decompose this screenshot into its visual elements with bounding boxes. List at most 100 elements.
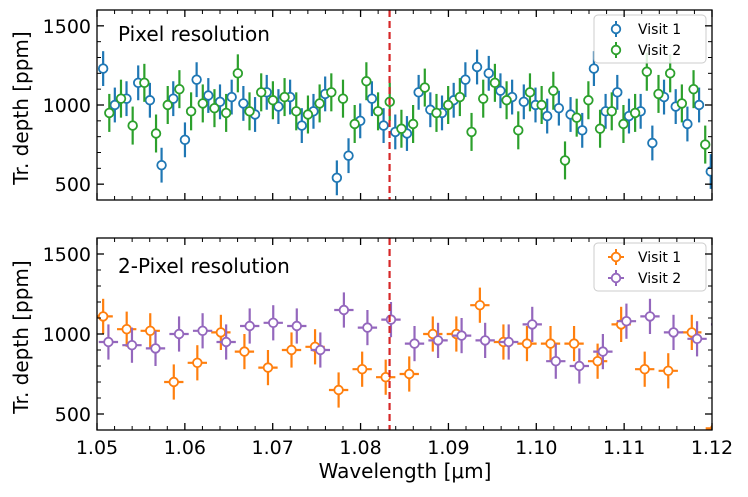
data-marker [432,335,444,346]
bottom-y-tick-label: 1500 [43,244,91,266]
data-marker [691,333,703,345]
data-marker [594,123,606,134]
data-marker [407,118,419,130]
data-marker [244,106,255,117]
data-marker [144,95,156,106]
top-series-2-point [466,112,477,151]
bottom-series-1-point [682,314,702,350]
data-marker [239,346,250,357]
data-marker [267,95,279,106]
top-series-2-point [629,93,641,132]
data-marker [256,87,267,98]
x-tick-label: 1.06 [164,437,206,459]
data-marker [380,372,391,383]
data-marker [139,77,150,89]
bottom-series-2-point [569,348,589,384]
top-series-2-point [232,54,244,93]
data-marker [688,83,699,95]
data-marker [296,120,307,131]
bottom-ylabel: Tr. depth [ppm] [9,260,33,414]
data-marker [168,93,179,104]
data-marker [466,126,477,138]
data-marker [454,91,466,103]
data-marker [226,91,237,103]
data-marker [209,102,220,114]
data-marker [501,95,512,106]
bottom-series-1-point [540,326,561,362]
top-series-2-point [454,78,466,117]
data-marker [597,346,609,357]
bottom-series-2-point [593,334,613,370]
data-marker [126,340,138,351]
data-marker [232,68,244,79]
data-marker [639,364,650,375]
data-marker [331,172,343,184]
top-series-2-point [197,84,208,123]
data-marker [291,106,302,117]
data-marker [179,134,191,146]
bottom-series-2-point [687,321,707,357]
data-marker [588,63,600,74]
data-marker [663,365,674,377]
top-series-2-point [209,89,220,128]
top-series-2-point [220,93,232,132]
legend-marker [610,23,622,35]
bottom-panel-title: 2-Pixel resolution [118,254,290,278]
top-series-1-point [366,81,378,117]
data-marker [349,118,360,130]
data-marker [478,93,489,104]
data-marker [612,87,623,98]
top-series-2-point [536,86,547,124]
data-marker [711,95,712,99]
bottom-series-1-point [517,326,537,362]
top-series-2-point [583,81,594,120]
data-marker [268,317,279,329]
data-marker [173,328,185,340]
top-series-1-point [191,62,202,98]
top-series-1-point [577,112,588,148]
bottom-series-1-point [281,332,302,368]
bottom-series-2-point [334,292,354,328]
data-marker [553,102,565,114]
top-series-2-point [349,105,360,143]
bottom-series-1-point [328,372,349,408]
top-series-1-point [705,154,712,189]
top-legend-entry-2: Visit 2 [610,42,681,59]
top-series-1-point [214,84,226,120]
data-marker [214,96,226,108]
bottom-legend-entry-1: Visit 1 [608,249,681,266]
top-series-2-point [326,73,337,112]
data-marker [127,120,138,131]
data-marker [524,87,536,98]
data-marker [456,330,467,341]
data-marker [314,98,325,109]
data-marker [372,106,384,117]
top-series-2-point [594,109,606,148]
top-series-2-point [104,93,115,132]
top-series-2-point [711,95,712,99]
data-marker [705,166,712,177]
x-tick-label: 1.12 [691,437,733,459]
data-marker [724,85,733,94]
bottom-series-1-point [564,326,584,362]
top-series-2-point [653,74,664,113]
data-marker [495,85,506,96]
top-series-1-point [144,82,156,118]
data-marker [483,68,494,79]
bottom-series-2-point [475,322,495,358]
top-series-2-point [688,70,699,109]
data-marker [419,82,430,93]
data-marker [343,150,354,161]
data-marker [583,95,594,106]
data-marker [664,68,676,79]
bottom-series-2-point [169,316,189,352]
data-marker [197,325,208,337]
data-marker [326,87,337,98]
bottom-series-1-point [211,314,231,350]
data-marker [568,338,580,349]
x-tick-label: 1.09 [427,437,469,459]
top-y-tick-label: 1500 [43,16,91,38]
top-series-1-point [296,108,307,143]
data-marker [668,327,679,338]
top-series-2-point [361,62,372,101]
